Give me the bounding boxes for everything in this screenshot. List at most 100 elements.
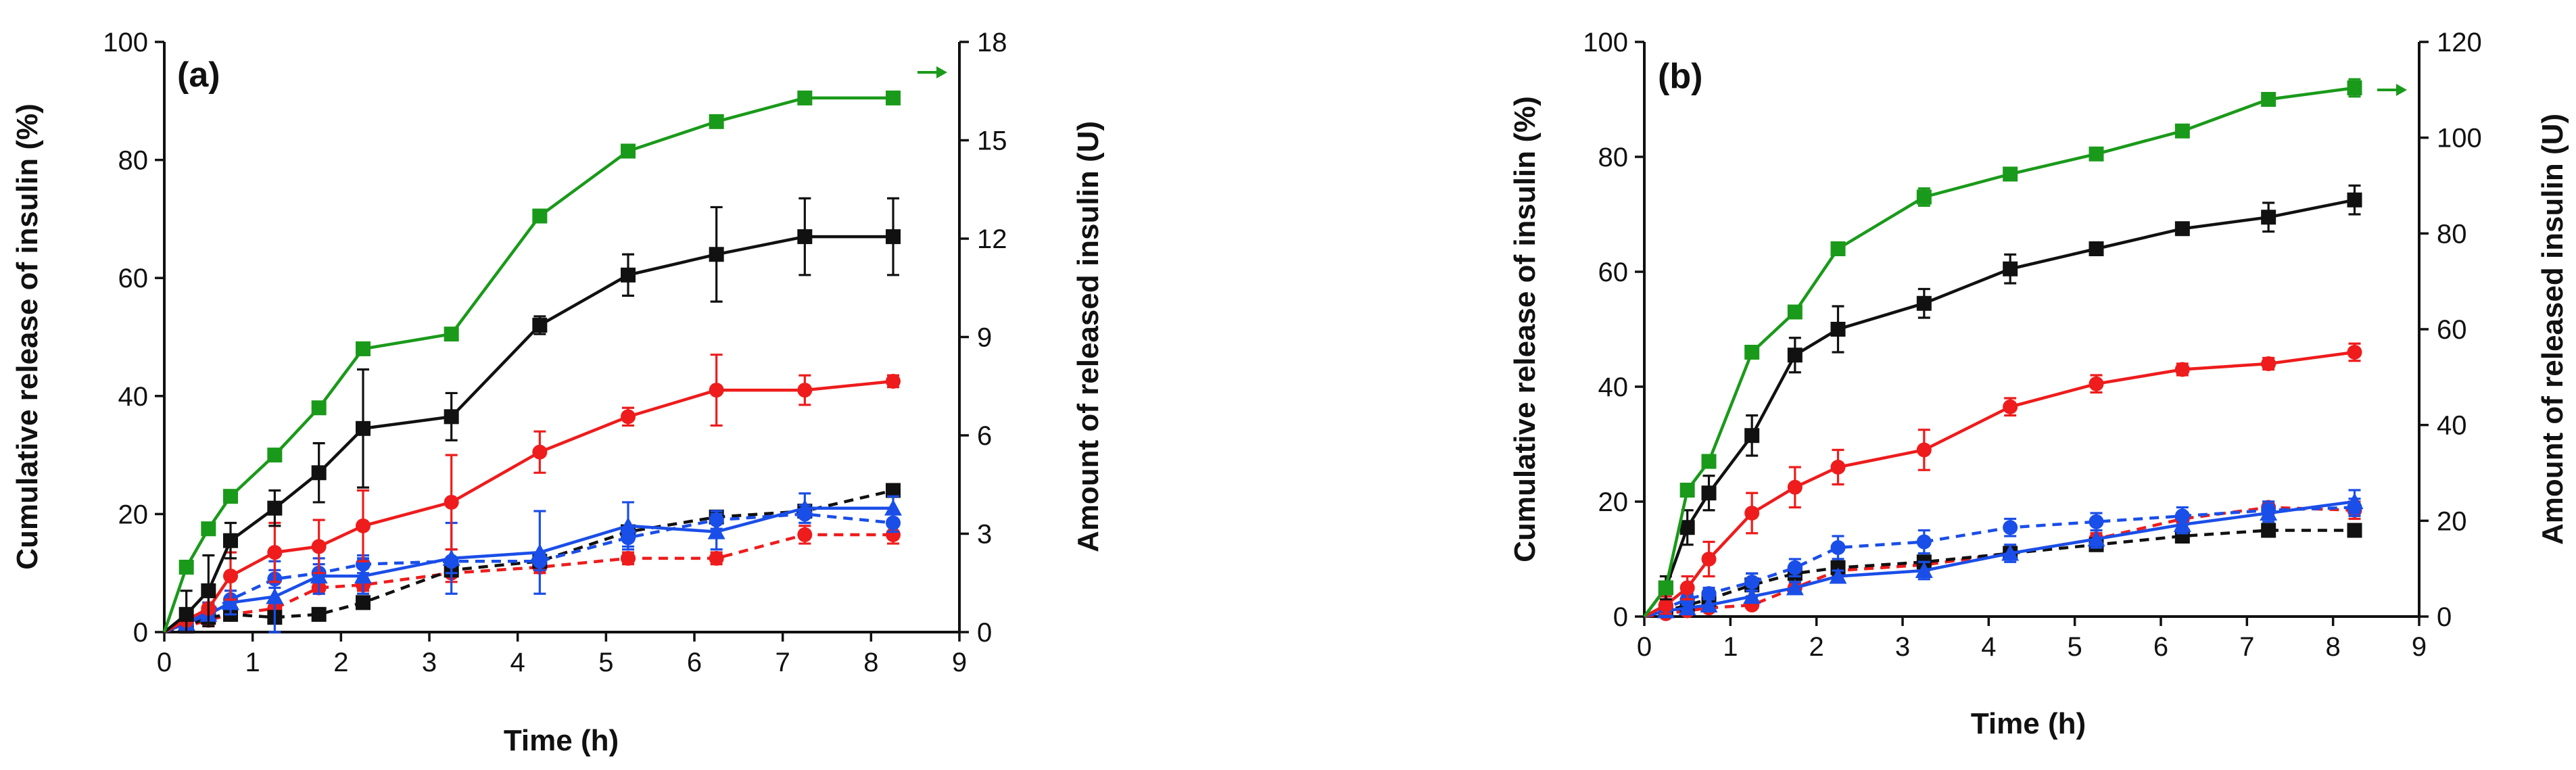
y2-tick-label: 0: [2437, 602, 2452, 632]
x-tick-label: 0: [157, 648, 172, 677]
y-tick-label: 0: [133, 618, 148, 648]
data-point: [311, 539, 327, 554]
data-point: [1830, 540, 1846, 555]
y-tick-label: 0: [1613, 602, 1628, 632]
data-point: [797, 527, 813, 542]
panel-b-label: (b): [1658, 57, 1702, 96]
data-point: [2001, 544, 2020, 561]
panel-b-arrow: [2377, 84, 2407, 96]
data-point: [223, 533, 238, 548]
y-tick-label: 20: [118, 500, 149, 529]
series-2: [1643, 342, 2362, 618]
y2-tick-label: 100: [2437, 124, 2482, 153]
x-tick-label: 8: [863, 648, 878, 677]
data-point: [1744, 575, 1760, 589]
data-point: [2261, 92, 2276, 107]
data-point: [356, 595, 371, 610]
data-point: [886, 483, 901, 498]
y2-tick-label: 120: [2437, 28, 2482, 57]
data-point: [2174, 221, 2190, 237]
panel-b-y2-axis-title: Amount of released insulin (U): [2536, 114, 2569, 545]
data-point: [354, 567, 372, 584]
x-tick-label: 9: [952, 648, 967, 677]
data-point: [1701, 485, 1717, 501]
data-point: [797, 383, 813, 398]
series-3: [1644, 489, 2364, 619]
data-point: [2345, 493, 2364, 509]
data-point: [356, 518, 371, 533]
panel-a-label: (a): [177, 55, 220, 95]
data-point: [442, 549, 460, 566]
data-point: [178, 559, 194, 575]
y2-tick-label: 18: [977, 28, 1007, 57]
data-point: [709, 114, 724, 129]
series-0: [162, 90, 901, 633]
x-tick-label: 9: [2412, 632, 2427, 662]
data-point: [356, 420, 371, 436]
data-point: [1830, 241, 1846, 256]
data-point: [2173, 516, 2191, 532]
panel-b-series: [1643, 78, 2364, 621]
x-tick-label: 2: [1809, 632, 1824, 662]
data-point: [1916, 295, 1932, 311]
data-point: [2087, 530, 2105, 547]
data-point: [886, 229, 901, 245]
data-point: [444, 494, 459, 510]
data-point: [532, 318, 548, 333]
data-point: [621, 143, 636, 159]
data-point: [201, 521, 216, 537]
data-point: [311, 400, 327, 416]
data-point: [2261, 356, 2276, 371]
data-point: [2347, 192, 2362, 208]
data-point: [2003, 166, 2018, 182]
data-point: [2003, 261, 2018, 276]
x-tick-label: 8: [2326, 632, 2341, 662]
data-point: [201, 583, 216, 598]
data-point: [2174, 362, 2190, 377]
y2-tick-label: 3: [977, 520, 992, 550]
x-tick-label: 4: [510, 648, 525, 677]
x-tick-label: 1: [245, 648, 260, 677]
data-point: [709, 247, 724, 262]
x-tick-label: 5: [598, 648, 613, 677]
data-point: [621, 267, 636, 283]
data-point: [223, 489, 238, 504]
data-point: [532, 208, 548, 224]
panel-b-y-axis-title: Cumulative release of insulin (%): [1508, 96, 1542, 562]
data-point: [709, 383, 724, 398]
data-point: [266, 587, 284, 604]
data-point: [621, 550, 636, 566]
y-tick-label: 60: [118, 264, 149, 293]
data-point: [1744, 345, 1760, 360]
data-point: [2347, 345, 2362, 360]
panel-a-series: [162, 90, 902, 634]
data-point: [2261, 523, 2276, 538]
y2-tick-label: 9: [977, 323, 992, 353]
data-point: [1658, 598, 1673, 612]
x-tick-label: 0: [1637, 632, 1652, 662]
y2-tick-label: 20: [2437, 506, 2467, 536]
data-point: [709, 550, 724, 566]
data-point: [886, 373, 901, 389]
data-point: [1916, 189, 1932, 205]
x-tick-label: 5: [2068, 632, 2082, 662]
y-tick-label: 60: [1598, 258, 1629, 287]
x-tick-label: 6: [2153, 632, 2168, 662]
data-point: [1916, 534, 1932, 550]
data-point: [1916, 442, 1932, 458]
data-point: [222, 594, 239, 610]
y2-tick-label: 40: [2437, 411, 2467, 441]
data-point: [531, 544, 549, 560]
data-point: [2003, 520, 2018, 535]
data-point: [267, 448, 283, 463]
data-point: [886, 90, 901, 105]
data-point: [1701, 586, 1717, 601]
data-point: [532, 444, 548, 460]
data-point: [2089, 376, 2104, 391]
data-point: [1786, 579, 1804, 596]
data-point: [1744, 506, 1760, 521]
data-point: [2089, 241, 2104, 256]
